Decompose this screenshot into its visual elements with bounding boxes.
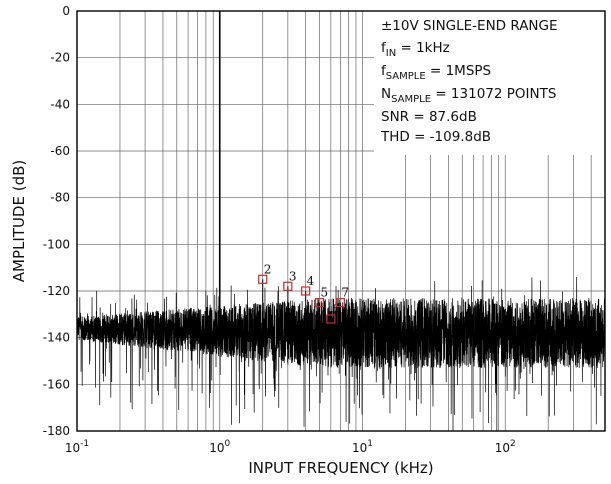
harmonic-6-label: 6: [332, 302, 340, 316]
y-axis-title: AMPLITUDE (dB): [10, 160, 28, 282]
annotation-thd: THD = -109.8dB: [380, 129, 491, 145]
x-tick-labels: 10-1 100 101 102: [65, 439, 516, 455]
plot-frame: [76, 10, 606, 432]
y-tick-label: -100: [43, 237, 70, 251]
harmonic-2-marker: [258, 274, 268, 284]
x-tick-base: 10: [209, 441, 224, 455]
y-tick-label: -20: [50, 51, 70, 65]
y-tick-label: -160: [43, 377, 70, 391]
y-tick-label: 0: [62, 4, 70, 18]
annotation-fin: fIN = 1kHz: [381, 40, 450, 59]
annotation-range: ±10V SINGLE-END RANGE: [381, 18, 558, 34]
harmonic-5-label: 5: [321, 286, 329, 300]
x-axis-title: INPUT FREQUENCY (kHz): [248, 459, 433, 477]
harmonic-5-marker: [314, 298, 325, 308]
harmonic-3-marker: [283, 281, 293, 291]
spectrum-trace: [76, 11, 606, 432]
harmonic-7-label: 7: [341, 286, 349, 300]
y-tick-label: -80: [50, 191, 70, 205]
harmonic-7-marker: [335, 298, 345, 308]
x-tick-label: 10-1: [65, 439, 89, 455]
x-tick-exponent: 0: [225, 439, 231, 449]
x-tick-exponent: 1: [367, 439, 373, 449]
x-tick-label: 100: [209, 439, 230, 455]
y-tick-label: -40: [50, 97, 70, 111]
harmonic-6-marker: [326, 314, 336, 324]
x-tick-label: 101: [352, 439, 373, 455]
x-tick-label: 102: [495, 439, 516, 455]
annotation-fsample: fSAMPLE = 1MSPS: [381, 63, 491, 82]
harmonic-3-label: 3: [289, 269, 297, 283]
x-tick-base: 10: [65, 441, 80, 455]
harmonic-4-label: 4: [307, 274, 315, 288]
y-tick-label: -120: [43, 284, 70, 298]
y-tick-label: -60: [50, 144, 70, 158]
x-tick-exponent: -1: [80, 439, 89, 449]
x-tick-base: 10: [495, 441, 510, 455]
y-tick-labels: 0 -20 -40 -60 -80 -100 -120 -140 -160 -180: [43, 4, 70, 438]
x-tick-exponent: 2: [510, 439, 516, 449]
annotation-block: ±10V SINGLE-END RANGE fIN = 1kHz fSAMPLE…: [380, 18, 558, 145]
harmonic-4-marker: [301, 286, 311, 296]
annotation-snr: SNR = 87.6dB: [381, 109, 477, 125]
annotation-box: [374, 11, 605, 155]
harmonic-2-label: 2: [264, 262, 272, 276]
annotation-nsample: NSAMPLE = 131072 POINTS: [381, 86, 556, 105]
x-tick-base: 10: [352, 441, 367, 455]
y-tick-label: -180: [43, 424, 70, 438]
y-tick-label: -140: [43, 331, 70, 345]
spectrum-trace-line: [76, 276, 606, 432]
